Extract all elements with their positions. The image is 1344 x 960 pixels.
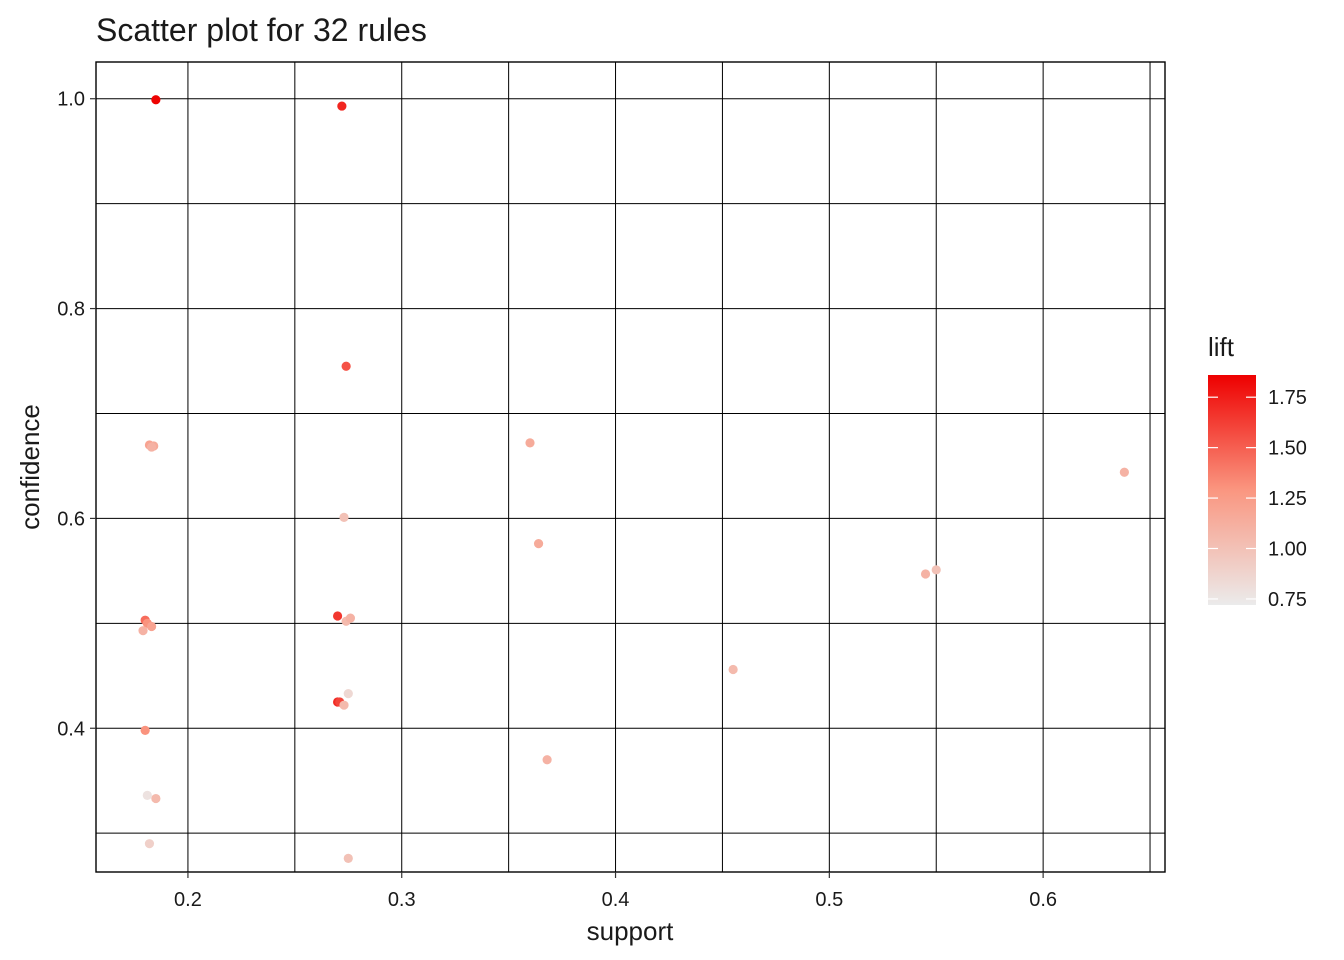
data-point: [138, 626, 148, 636]
data-point: [525, 438, 535, 448]
color-legend: lift 0.75 1.00 1.25 1.50 1.75: [1208, 332, 1307, 611]
grid-lines: [96, 62, 1165, 872]
data-point: [144, 839, 155, 849]
x-axis-ticks: 0.2 0.3 0.4 0.5 0.6: [174, 872, 1057, 911]
legend-ticks: 0.75 1.00 1.25 1.50 1.75: [1208, 387, 1307, 611]
data-point: [339, 512, 349, 522]
legend-colorbar: [1208, 375, 1256, 605]
y-tick-label: 0.8: [57, 299, 85, 321]
data-point: [920, 569, 931, 579]
data-point: [146, 442, 157, 452]
data-point: [339, 700, 349, 710]
data-points: [138, 95, 1129, 863]
data-point: [931, 565, 941, 575]
y-axis-ticks: 0.4 0.6 0.8 1.0: [57, 89, 96, 740]
chart-title: Scatter plot for 32 rules: [96, 12, 427, 48]
x-tick-label: 0.5: [815, 889, 843, 911]
data-point: [343, 853, 353, 863]
legend-tick-label: 1.50: [1268, 438, 1307, 460]
data-point: [151, 95, 161, 105]
data-point: [332, 611, 343, 621]
legend-tick-label: 1.00: [1268, 539, 1307, 561]
y-tick-label: 0.4: [57, 718, 85, 740]
x-tick-label: 0.2: [174, 889, 202, 911]
data-point: [142, 790, 152, 801]
x-tick-label: 0.4: [602, 889, 630, 911]
plot-panel-border: [95, 61, 1166, 873]
data-point: [728, 664, 738, 675]
data-point: [343, 689, 353, 699]
data-point: [146, 621, 157, 632]
y-tick-label: 1.0: [57, 89, 85, 111]
x-axis-label: support: [587, 916, 674, 946]
legend-tick-label: 1.75: [1268, 387, 1307, 409]
data-point: [542, 755, 552, 765]
x-tick-label: 0.3: [388, 889, 416, 911]
legend-tick-label: 0.75: [1268, 589, 1307, 611]
data-point: [151, 793, 161, 804]
legend-title: lift: [1208, 332, 1235, 362]
x-tick-label: 0.6: [1029, 889, 1057, 911]
data-point: [140, 725, 150, 735]
data-point: [345, 613, 356, 623]
data-point: [1119, 467, 1129, 477]
data-point: [533, 538, 544, 549]
y-tick-label: 0.6: [57, 508, 85, 530]
data-point: [341, 361, 351, 371]
data-point: [337, 101, 347, 111]
legend-tick-label: 1.25: [1268, 488, 1307, 510]
y-axis-label: confidence: [15, 404, 45, 530]
